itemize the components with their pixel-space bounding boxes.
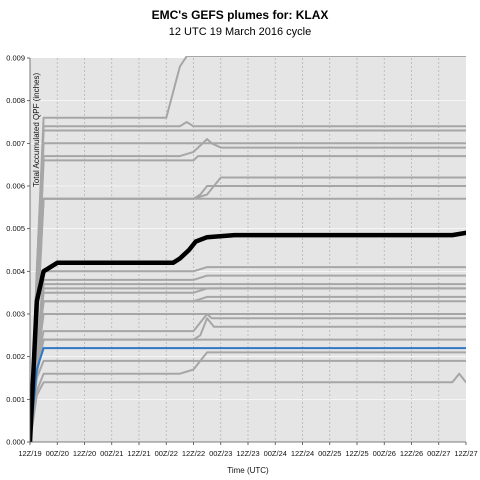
x-tick-label: 12Z/25 [345, 449, 368, 458]
y-tick-label: 0.005 [6, 224, 25, 233]
member-line [30, 372, 466, 442]
y-tick-label: 0.009 [6, 54, 25, 63]
axes: 12Z/19 00Z/20 12Z/20 00Z/21 12Z/21 00Z/22 12Z/… [6, 54, 477, 459]
y-tick-label: 0.008 [6, 96, 25, 105]
x-tick-label: 00Z/25 [318, 449, 341, 458]
y-tick-label: 0.003 [6, 310, 25, 319]
y-tick-label: 0.002 [6, 352, 25, 361]
chart-subtitle: 12 UTC 19 March 2016 cycle [168, 26, 312, 38]
x-tick-label: 12Z/21 [127, 449, 150, 458]
mean-line [30, 230, 466, 442]
x-tick-label: 00Z/21 [100, 449, 123, 458]
mean-line-group [30, 230, 466, 442]
x-tick-label: 00Z/20 [46, 449, 69, 458]
member-line [30, 317, 466, 442]
y-tick-label: 0.001 [6, 395, 25, 404]
x-tick-label: 00Z/27 [427, 449, 450, 458]
x-tick-label: 00Z/22 [155, 449, 178, 458]
x-tick-label: 12Z/20 [73, 449, 96, 458]
x-tick-label: 00Z/26 [373, 449, 396, 458]
x-tick-label: 12Z/23 [236, 449, 259, 458]
x-tick-label: 12Z/24 [291, 449, 314, 458]
y-tick-label: 0.004 [6, 267, 25, 276]
y-axis-label: Total Accumulated QPF (inches) [32, 73, 41, 188]
x-tick-label: 12Z/22 [182, 449, 205, 458]
x-tick-label: 12Z/27 [454, 449, 477, 458]
x-axis-label: Time (UTC) [227, 466, 269, 475]
y-tick-label: 0.007 [6, 139, 25, 148]
x-tick-label: 00Z/23 [209, 449, 232, 458]
x-tick-label: 00Z/24 [264, 449, 287, 458]
x-tick-label: 12Z/19 [18, 449, 41, 458]
x-tick-label: 12Z/26 [400, 449, 423, 458]
member-line [30, 351, 466, 442]
y-tick-label: 0.006 [6, 182, 25, 191]
chart-title: EMC's GEFS plumes for: KLAX [151, 8, 329, 22]
member-lines [30, 56, 466, 442]
y-tick-label: 0.000 [6, 438, 25, 447]
